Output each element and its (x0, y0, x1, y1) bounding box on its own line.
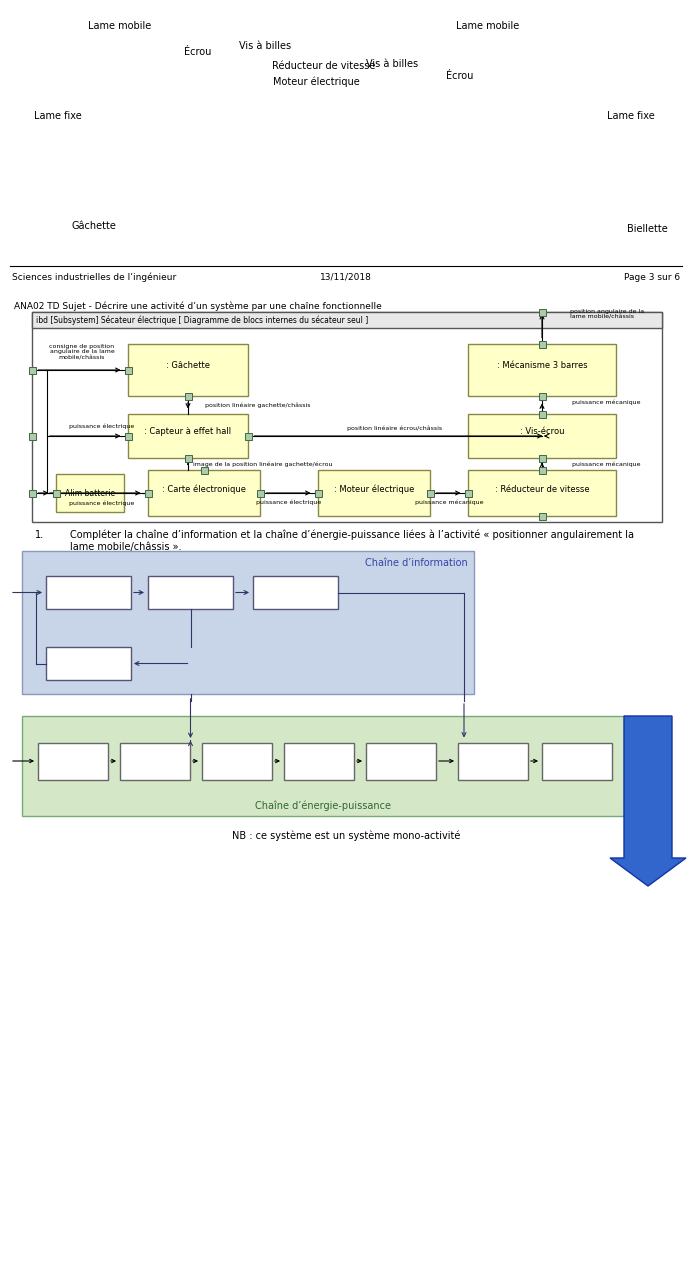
Text: Réducteur de vitesse: Réducteur de vitesse (273, 62, 376, 71)
Bar (253, 577, 338, 609)
Bar (318, 470, 430, 516)
Text: puissance mécanique: puissance mécanique (415, 499, 483, 505)
Text: Chaîne d’information: Chaîne d’information (365, 559, 468, 568)
Bar (468, 344, 616, 395)
Bar (145, 489, 152, 497)
Text: puissance mécanique: puissance mécanique (572, 399, 641, 404)
Bar (458, 742, 528, 779)
Bar (202, 742, 272, 779)
Text: NB : ce système est un système mono-activité: NB : ce système est un système mono-acti… (232, 831, 460, 841)
Bar (538, 466, 545, 474)
Bar (46, 647, 131, 681)
Text: Page 3 sur 6: Page 3 sur 6 (624, 273, 680, 282)
Text: : Gâchette: : Gâchette (166, 362, 210, 371)
Text: Alim batterie: Alim batterie (65, 488, 115, 497)
Text: image de la position linéaire gachette/écrou: image de la position linéaire gachette/é… (193, 461, 333, 467)
Bar (148, 577, 233, 609)
Text: Version Académique pour
Professionnel Commercial
Le Développement Co: Version Académique pour Professionnel Co… (146, 385, 254, 503)
Bar (120, 742, 190, 779)
Text: Gâchette: Gâchette (71, 221, 116, 231)
Bar (125, 366, 131, 374)
Bar (22, 551, 474, 693)
Bar (538, 308, 545, 316)
Bar (185, 393, 192, 399)
Bar (128, 413, 248, 458)
Text: position linéaire écrou/châssis: position linéaire écrou/châssis (347, 425, 443, 430)
Text: 1.: 1. (35, 530, 44, 541)
Text: puissance mécanique: puissance mécanique (572, 461, 641, 467)
Bar (366, 742, 436, 779)
Text: consigne de position
angulaire de la lame
mobile/châssis: consigne de position angulaire de la lam… (49, 344, 115, 361)
Bar (185, 455, 192, 461)
Bar (32, 312, 662, 523)
Text: Chaîne d’énergie-puissance: Chaîne d’énergie-puissance (255, 801, 391, 811)
Text: Compléter la chaîne d’information et la chaîne d’énergie-puissance liées à l’act: Compléter la chaîne d’information et la … (70, 530, 634, 552)
Text: : Carte électronique: : Carte électronique (162, 484, 246, 494)
Bar (125, 433, 131, 439)
Text: : Vis-écrou: : Vis-écrou (520, 428, 564, 437)
Text: position angulaire de la
lame mobile/châssis: position angulaire de la lame mobile/châ… (570, 308, 644, 320)
Text: puissance électrique: puissance électrique (256, 499, 322, 505)
Bar (244, 433, 251, 439)
Bar (538, 340, 545, 348)
Text: ibd [Subsystem] Sécateur électrique [ Diagramme de blocs internes du sécateur se: ibd [Subsystem] Sécateur électrique [ Di… (36, 316, 368, 325)
Bar (538, 512, 545, 520)
Bar (46, 577, 131, 609)
Text: position linéaire gachette/châssis: position linéaire gachette/châssis (206, 402, 311, 408)
Text: Écrou: Écrou (446, 71, 474, 81)
Bar (38, 742, 108, 779)
Bar (538, 393, 545, 399)
Bar (426, 489, 433, 497)
Bar (56, 474, 124, 512)
Bar (542, 742, 612, 779)
Bar (201, 466, 208, 474)
Bar (284, 742, 354, 779)
Text: Moteur électrique: Moteur électrique (273, 77, 359, 87)
Bar (314, 489, 322, 497)
Text: : Capteur à effet hall: : Capteur à effet hall (145, 428, 232, 437)
Text: Biellette: Biellette (627, 223, 667, 234)
Text: Version Académique pour
Professionnel Commercial
Le Développement Co: Version Académique pour Professionnel Co… (296, 385, 403, 503)
Bar (53, 489, 60, 497)
Text: puissance électrique: puissance électrique (69, 424, 134, 429)
Bar (538, 411, 545, 417)
Bar (468, 470, 616, 516)
Bar (148, 470, 260, 516)
Text: Lame mobile: Lame mobile (457, 21, 520, 31)
Text: Vis à billes: Vis à billes (239, 41, 291, 51)
Polygon shape (610, 716, 686, 886)
Text: puissance électrique: puissance électrique (69, 501, 134, 506)
Bar (464, 489, 471, 497)
Text: : Mécanisme 3 barres: : Mécanisme 3 barres (497, 362, 588, 371)
Text: : Réducteur de vitesse: : Réducteur de vitesse (495, 484, 590, 493)
Text: ANA02 TD Sujet - Décrire une activité d’un système par une chaîne fonctionnelle: ANA02 TD Sujet - Décrire une activité d’… (14, 302, 382, 311)
Bar (468, 413, 616, 458)
Bar (28, 489, 35, 497)
Text: Sciences industrielles de l’ingénieur: Sciences industrielles de l’ingénieur (12, 273, 176, 282)
Text: Lame fixe: Lame fixe (608, 110, 655, 121)
Bar (28, 366, 35, 374)
Bar (538, 455, 545, 461)
Bar (22, 716, 624, 817)
Bar (28, 433, 35, 439)
Text: Vis à billes: Vis à billes (366, 59, 418, 69)
Bar (32, 312, 662, 327)
Bar (257, 489, 264, 497)
Text: Écrou: Écrou (184, 48, 212, 56)
Bar (128, 344, 248, 395)
Text: Lame mobile: Lame mobile (89, 21, 152, 31)
Text: 13/11/2018: 13/11/2018 (320, 273, 372, 282)
Text: : Moteur électrique: : Moteur électrique (334, 484, 415, 494)
Text: Lame fixe: Lame fixe (34, 110, 82, 121)
